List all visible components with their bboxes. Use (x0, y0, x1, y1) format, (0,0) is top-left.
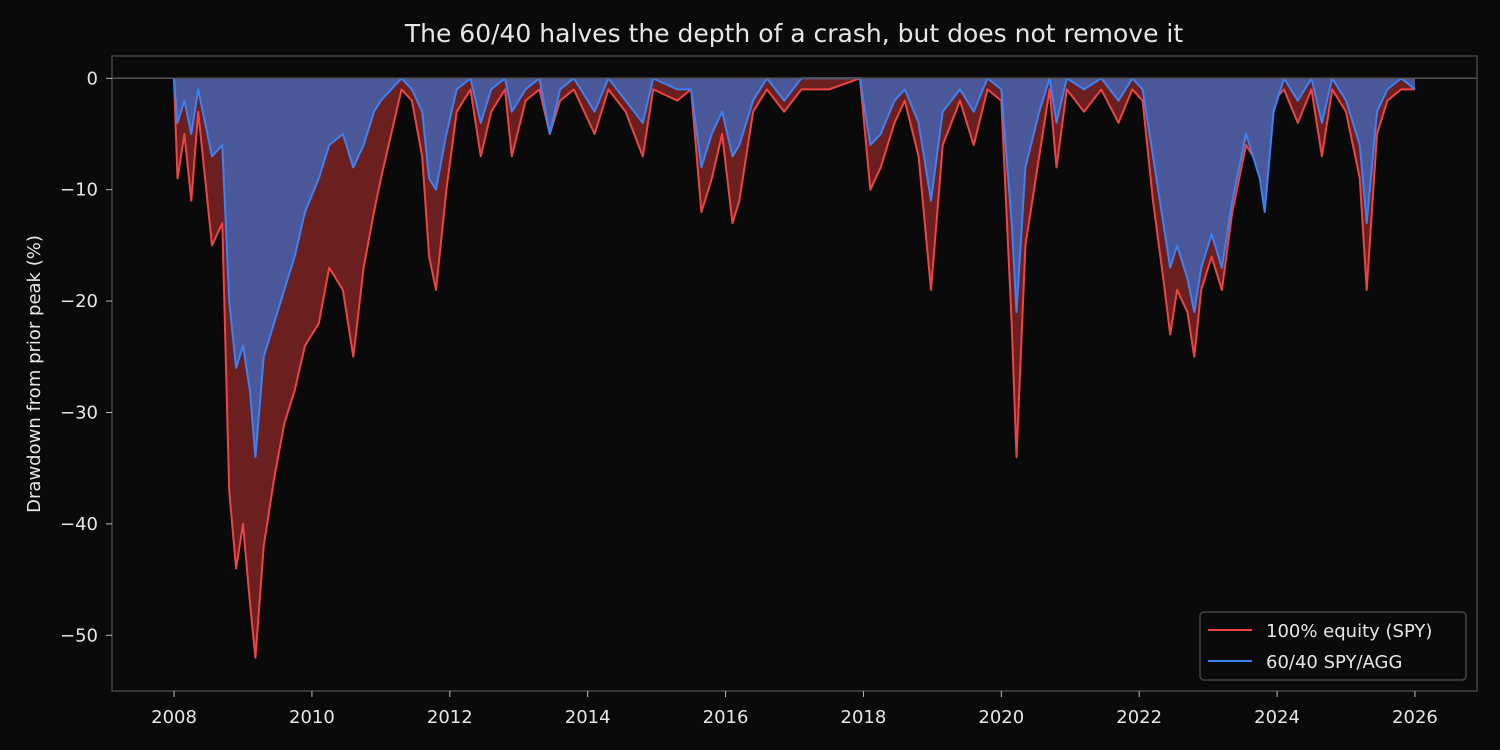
legend-label-6040: 60/40 SPY/AGG (1266, 652, 1402, 673)
y-tick-label: −10 (60, 180, 98, 201)
x-tick-label: 2022 (1116, 707, 1162, 728)
x-tick-label: 2016 (703, 707, 749, 728)
plot-area (111, 55, 1478, 692)
y-axis-label: Drawdown from prior peak (%) (24, 235, 45, 513)
x-tick-label: 2012 (427, 707, 473, 728)
x-tick-label: 2020 (978, 707, 1024, 728)
x-tick-label: 2014 (565, 707, 611, 728)
x-tick-label: 2010 (289, 707, 335, 728)
plot-frame (111, 55, 1478, 692)
x-tick-label: 2026 (1392, 707, 1438, 728)
x-tick-label: 2018 (841, 707, 887, 728)
series-line-spy (173, 77, 1415, 659)
x-tick-label: 2024 (1254, 707, 1300, 728)
legend: 100% equity (SPY) 60/40 SPY/AGG (1199, 611, 1467, 681)
y-tick-label: −20 (60, 291, 98, 312)
y-tick-label: −30 (60, 402, 98, 423)
x-axis: 2008 2010 2012 2014 2016 2018 2020 2022 2024 2026 (151, 691, 1438, 728)
x-tick-label: 2008 (151, 707, 197, 728)
y-tick-label: −40 (60, 514, 98, 535)
chart-title: The 60/40 halves the depth of a crash, b… (404, 19, 1183, 48)
series-line-6040 (173, 77, 1416, 459)
y-tick-label: 0 (87, 68, 98, 89)
series-area-6040 (174, 78, 1415, 458)
legend-label-spy: 100% equity (SPY) (1266, 621, 1432, 642)
y-axis: 0 −10 −20 −30 −40 −50 (60, 68, 112, 646)
legend-box (1199, 611, 1467, 681)
y-tick-label: −50 (60, 625, 98, 646)
series-group (173, 77, 1416, 659)
